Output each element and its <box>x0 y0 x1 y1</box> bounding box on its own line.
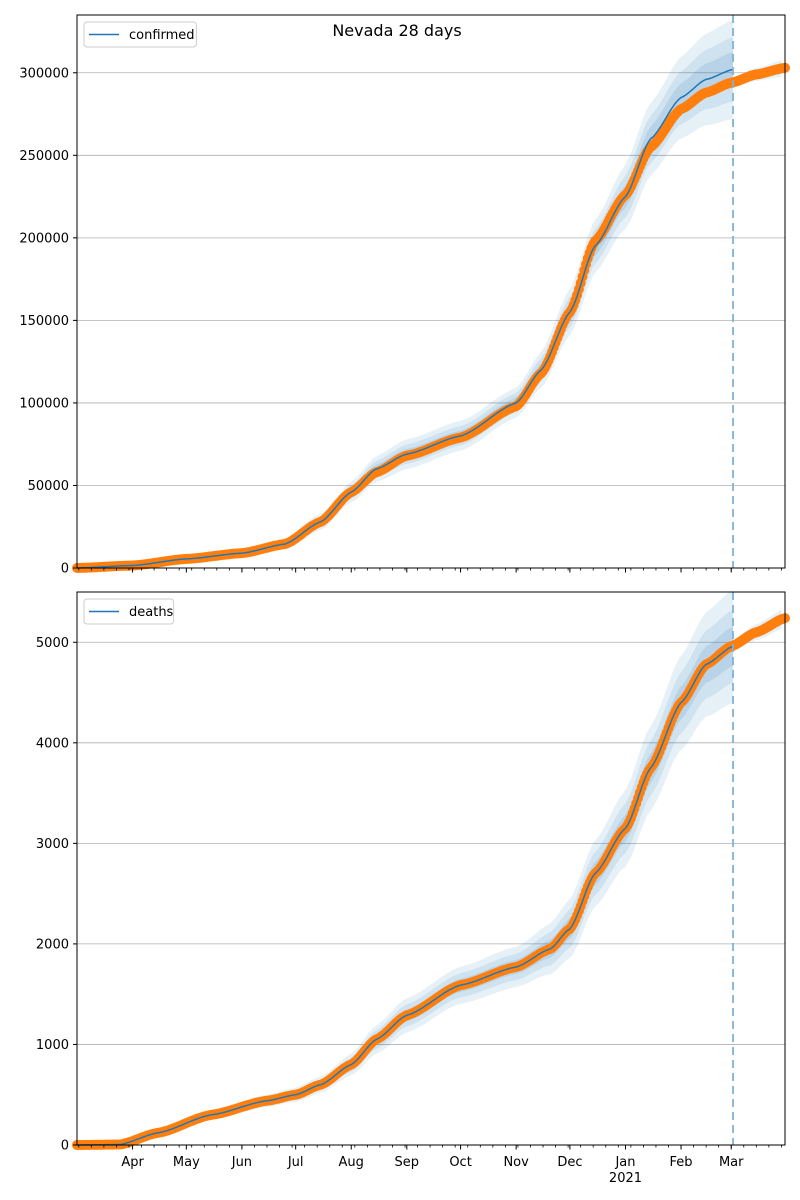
deaths-x-tick-label: Sep <box>395 1155 420 1170</box>
deaths-x-tick-label: Apr <box>121 1155 144 1170</box>
deaths-y-axis: 0 1000 2000 3000 4000 5000 <box>36 636 77 1154</box>
panel-confirmed: 0 50000 100000 150000 200000 250000 300000 con… <box>19 14 790 577</box>
confirmed-y-tick-label: 0 <box>61 562 69 577</box>
deaths-model-line <box>77 645 734 1146</box>
deaths-x-tick-label: Dec <box>557 1155 582 1170</box>
deaths-x-tick-label: Jun <box>231 1155 252 1170</box>
deaths-x-axis: Apr May Jun Jul Aug Sep Oct Nov Dec Jan Feb Mar 2021 <box>78 1145 782 1186</box>
confirmed-y-tick-label: 100000 <box>19 396 69 411</box>
confirmed-legend: confirmed <box>83 21 197 48</box>
deaths-y-tick-label: 1000 <box>36 1038 69 1053</box>
deaths-x-tick-label: Oct <box>449 1155 471 1170</box>
confirmed-y-tick-label: 150000 <box>19 314 69 329</box>
deaths-axes-frame <box>76 591 786 1146</box>
confirmed-y-tick-label: 250000 <box>19 149 69 164</box>
confirmed-gridlines <box>77 72 785 486</box>
deaths-band-level-2 <box>77 609 733 1145</box>
deaths-x-tick-label: Aug <box>339 1155 364 1170</box>
deaths-gridlines <box>77 641 785 1045</box>
confirmed-x-axis <box>78 568 782 573</box>
deaths-legend-label: deaths <box>129 605 174 620</box>
confirmed-band-level-2 <box>77 37 733 569</box>
deaths-y-tick-label: 4000 <box>36 736 69 751</box>
chart-title: Nevada 28 days <box>332 21 461 40</box>
x-year-label: 2021 <box>609 1171 642 1186</box>
confirmed-legend-label: confirmed <box>129 28 195 43</box>
deaths-legend: deaths <box>83 598 175 625</box>
deaths-y-tick-label: 2000 <box>36 937 69 952</box>
deaths-x-tick-label: Jan <box>614 1155 635 1170</box>
deaths-legend-box <box>83 598 175 625</box>
deaths-y-tick-label: 5000 <box>36 636 69 651</box>
confirmed-axes-frame <box>76 14 786 569</box>
confirmed-y-axis: 0 50000 100000 150000 200000 250000 300000 <box>19 66 77 577</box>
deaths-x-tick-label: Jul <box>287 1155 304 1170</box>
deaths-x-tick-label: Nov <box>503 1155 529 1170</box>
confirmed-band-level-3 <box>77 52 733 569</box>
deaths-x-tick-label: Mar <box>719 1155 744 1170</box>
deaths-x-tick-label: Feb <box>670 1155 693 1170</box>
confirmed-legend-box <box>83 21 197 48</box>
deaths-y-tick-label: 0 <box>61 1139 69 1154</box>
confirmed-y-tick-label: 50000 <box>28 479 69 494</box>
panel-deaths: 0 1000 2000 3000 4000 5000 Apr May Jun Jul Aug Sep… <box>36 590 790 1186</box>
confirmed-model-line <box>77 68 734 569</box>
deaths-x-tick-label: May <box>173 1155 200 1170</box>
confirmed-y-tick-label: 300000 <box>19 66 69 81</box>
confirmed-y-tick-label: 200000 <box>19 231 69 246</box>
deaths-y-tick-label: 3000 <box>36 837 69 852</box>
